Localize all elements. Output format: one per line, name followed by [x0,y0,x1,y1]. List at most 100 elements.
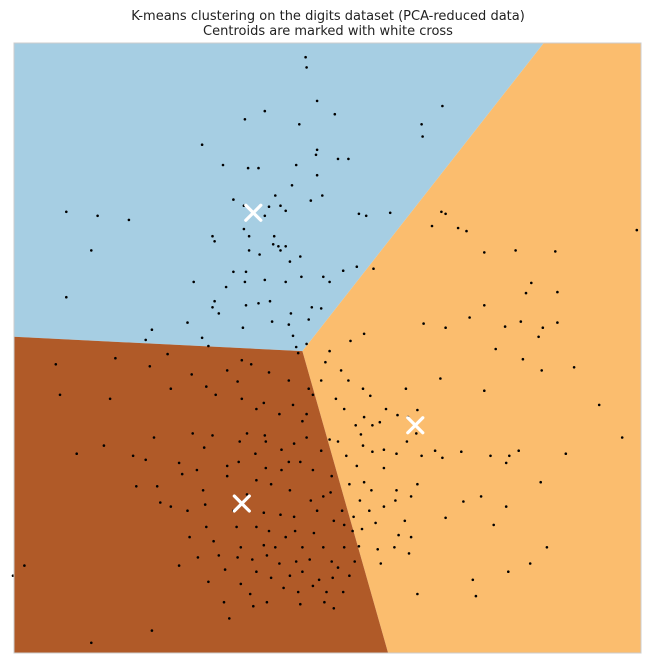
data-point [359,433,363,436]
data-point [269,482,273,486]
data-point [186,321,189,324]
data-point [188,535,191,539]
data-point [471,578,475,582]
data-point [268,299,272,303]
data-point [271,243,275,246]
data-point [223,568,227,571]
data-point [202,446,206,449]
data-point [225,369,229,372]
data-point [201,489,205,492]
data-point [465,229,468,233]
data-point [422,322,425,325]
data-point [404,387,408,391]
data-point [257,302,260,305]
data-point [311,393,315,397]
chart-subtitle: Centroids are marked with white cross [203,24,453,39]
data-point [236,380,239,383]
data-point [341,269,345,273]
plot-frame [13,42,642,654]
data-point [342,523,346,527]
data-point [444,326,447,330]
data-point [361,444,365,447]
data-point [255,407,258,411]
data-point [248,592,252,596]
data-point [152,436,156,439]
data-point [155,485,159,488]
data-point [200,143,204,146]
data-point [395,452,398,456]
data-point [524,291,528,295]
data-point [272,234,276,238]
data-point [371,450,374,454]
data-point [315,173,319,177]
data-point [249,363,253,366]
data-point [255,570,258,573]
data-point [504,461,508,465]
data-point [332,607,336,610]
data-point [251,558,254,561]
data-point [349,339,352,343]
data-point [65,295,68,299]
data-point [420,454,423,458]
data-point [205,525,208,529]
data-point [243,280,247,284]
data-point [245,432,249,435]
data-point [241,326,245,330]
data-point [288,574,292,577]
data-point [519,320,523,323]
data-point [504,505,508,508]
data-point [360,527,364,531]
data-point [508,454,511,458]
data-point [309,499,313,502]
data-point [556,321,559,324]
data-point [474,594,478,598]
data-point [323,600,326,604]
data-point [339,369,343,372]
centroid-markers [232,203,425,513]
data-point [358,499,362,502]
data-point [310,306,314,309]
data-point [556,290,559,294]
data-point [329,491,332,494]
data-point [224,285,228,289]
data-point [262,511,266,514]
data-point [150,629,154,632]
data-point [267,205,271,208]
data-point [393,546,396,549]
data-point [305,436,308,439]
data-point [355,265,359,269]
data-point [362,332,366,336]
data-point [246,166,250,170]
data-point [294,345,298,349]
data-point [293,529,297,533]
data-point [530,281,533,285]
data-point [317,578,321,582]
data-point [430,224,434,228]
data-point [539,480,542,484]
data-point [191,432,194,435]
data-point [354,424,358,427]
data-point [379,562,383,565]
data-point [294,560,298,563]
data-point [528,562,532,565]
data-point [291,403,295,407]
data-point [384,407,388,411]
data-point [545,546,549,549]
data-point [620,436,624,439]
data-point [322,495,325,498]
data-point [309,199,313,202]
data-point [348,574,351,577]
data-point [75,452,78,456]
data-point [244,304,248,307]
data-point [190,373,193,376]
data-point [322,275,325,279]
data-point [288,489,292,492]
data-point [315,148,319,152]
data-point [336,440,340,443]
data-point [244,270,248,274]
data-point [232,270,235,274]
data-point [564,452,568,456]
data-point [200,336,204,340]
data-point [312,531,316,535]
